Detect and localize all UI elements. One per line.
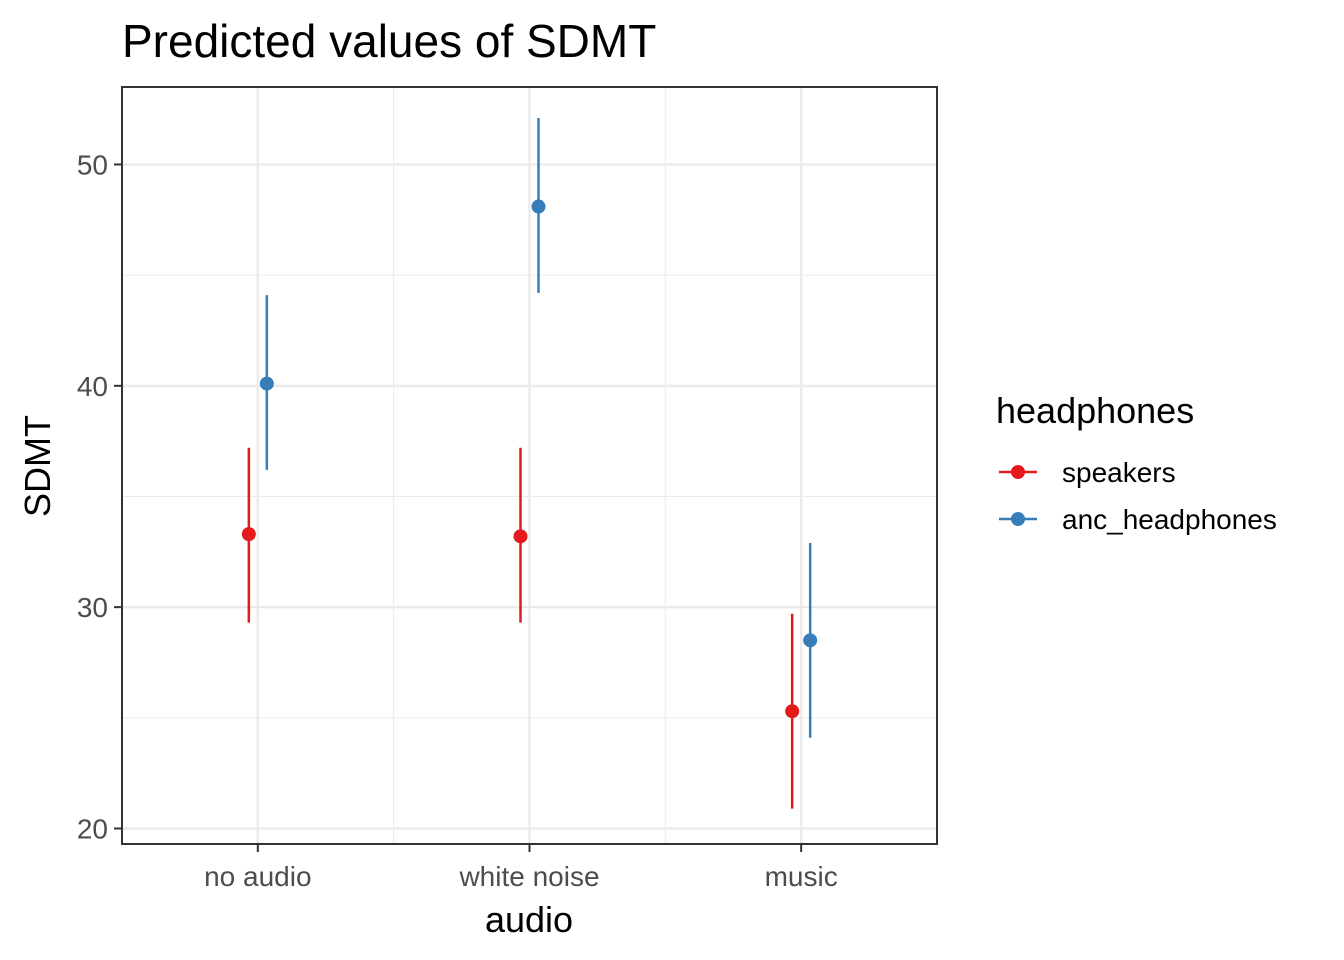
y-axis-title: SDMT: [17, 415, 58, 517]
data-point-speakers: [513, 529, 528, 544]
data-point-anc_headphones: [531, 199, 546, 214]
x-tick-label: no audio: [204, 861, 311, 892]
legend: headphones speakers anc_headphones: [996, 390, 1277, 535]
data-marks: [241, 117, 818, 809]
legend-label-speakers: speakers: [1062, 457, 1176, 488]
grid: [122, 87, 937, 844]
data-point-speakers: [785, 704, 800, 719]
y-tick-label: 30: [77, 592, 108, 623]
x-tick-label: music: [765, 861, 838, 892]
axes: 20 30 40 50 no audio white noise music: [77, 149, 838, 892]
legend-key-point-anc_headphones: [1011, 512, 1025, 526]
data-point-anc_headphones: [803, 633, 818, 648]
data-point-anc_headphones: [259, 376, 274, 391]
y-tick-label: 20: [77, 814, 108, 845]
y-tick-label: 50: [77, 149, 108, 180]
data-point-speakers: [241, 527, 256, 542]
chart-title: Predicted values of SDMT: [122, 15, 656, 67]
x-tick-label: white noise: [458, 861, 599, 892]
legend-key-point-speakers: [1011, 465, 1025, 479]
legend-title: headphones: [996, 390, 1194, 431]
y-tick-label: 40: [77, 371, 108, 402]
legend-label-anc_headphones: anc_headphones: [1062, 504, 1277, 535]
x-axis-title: audio: [485, 899, 573, 940]
